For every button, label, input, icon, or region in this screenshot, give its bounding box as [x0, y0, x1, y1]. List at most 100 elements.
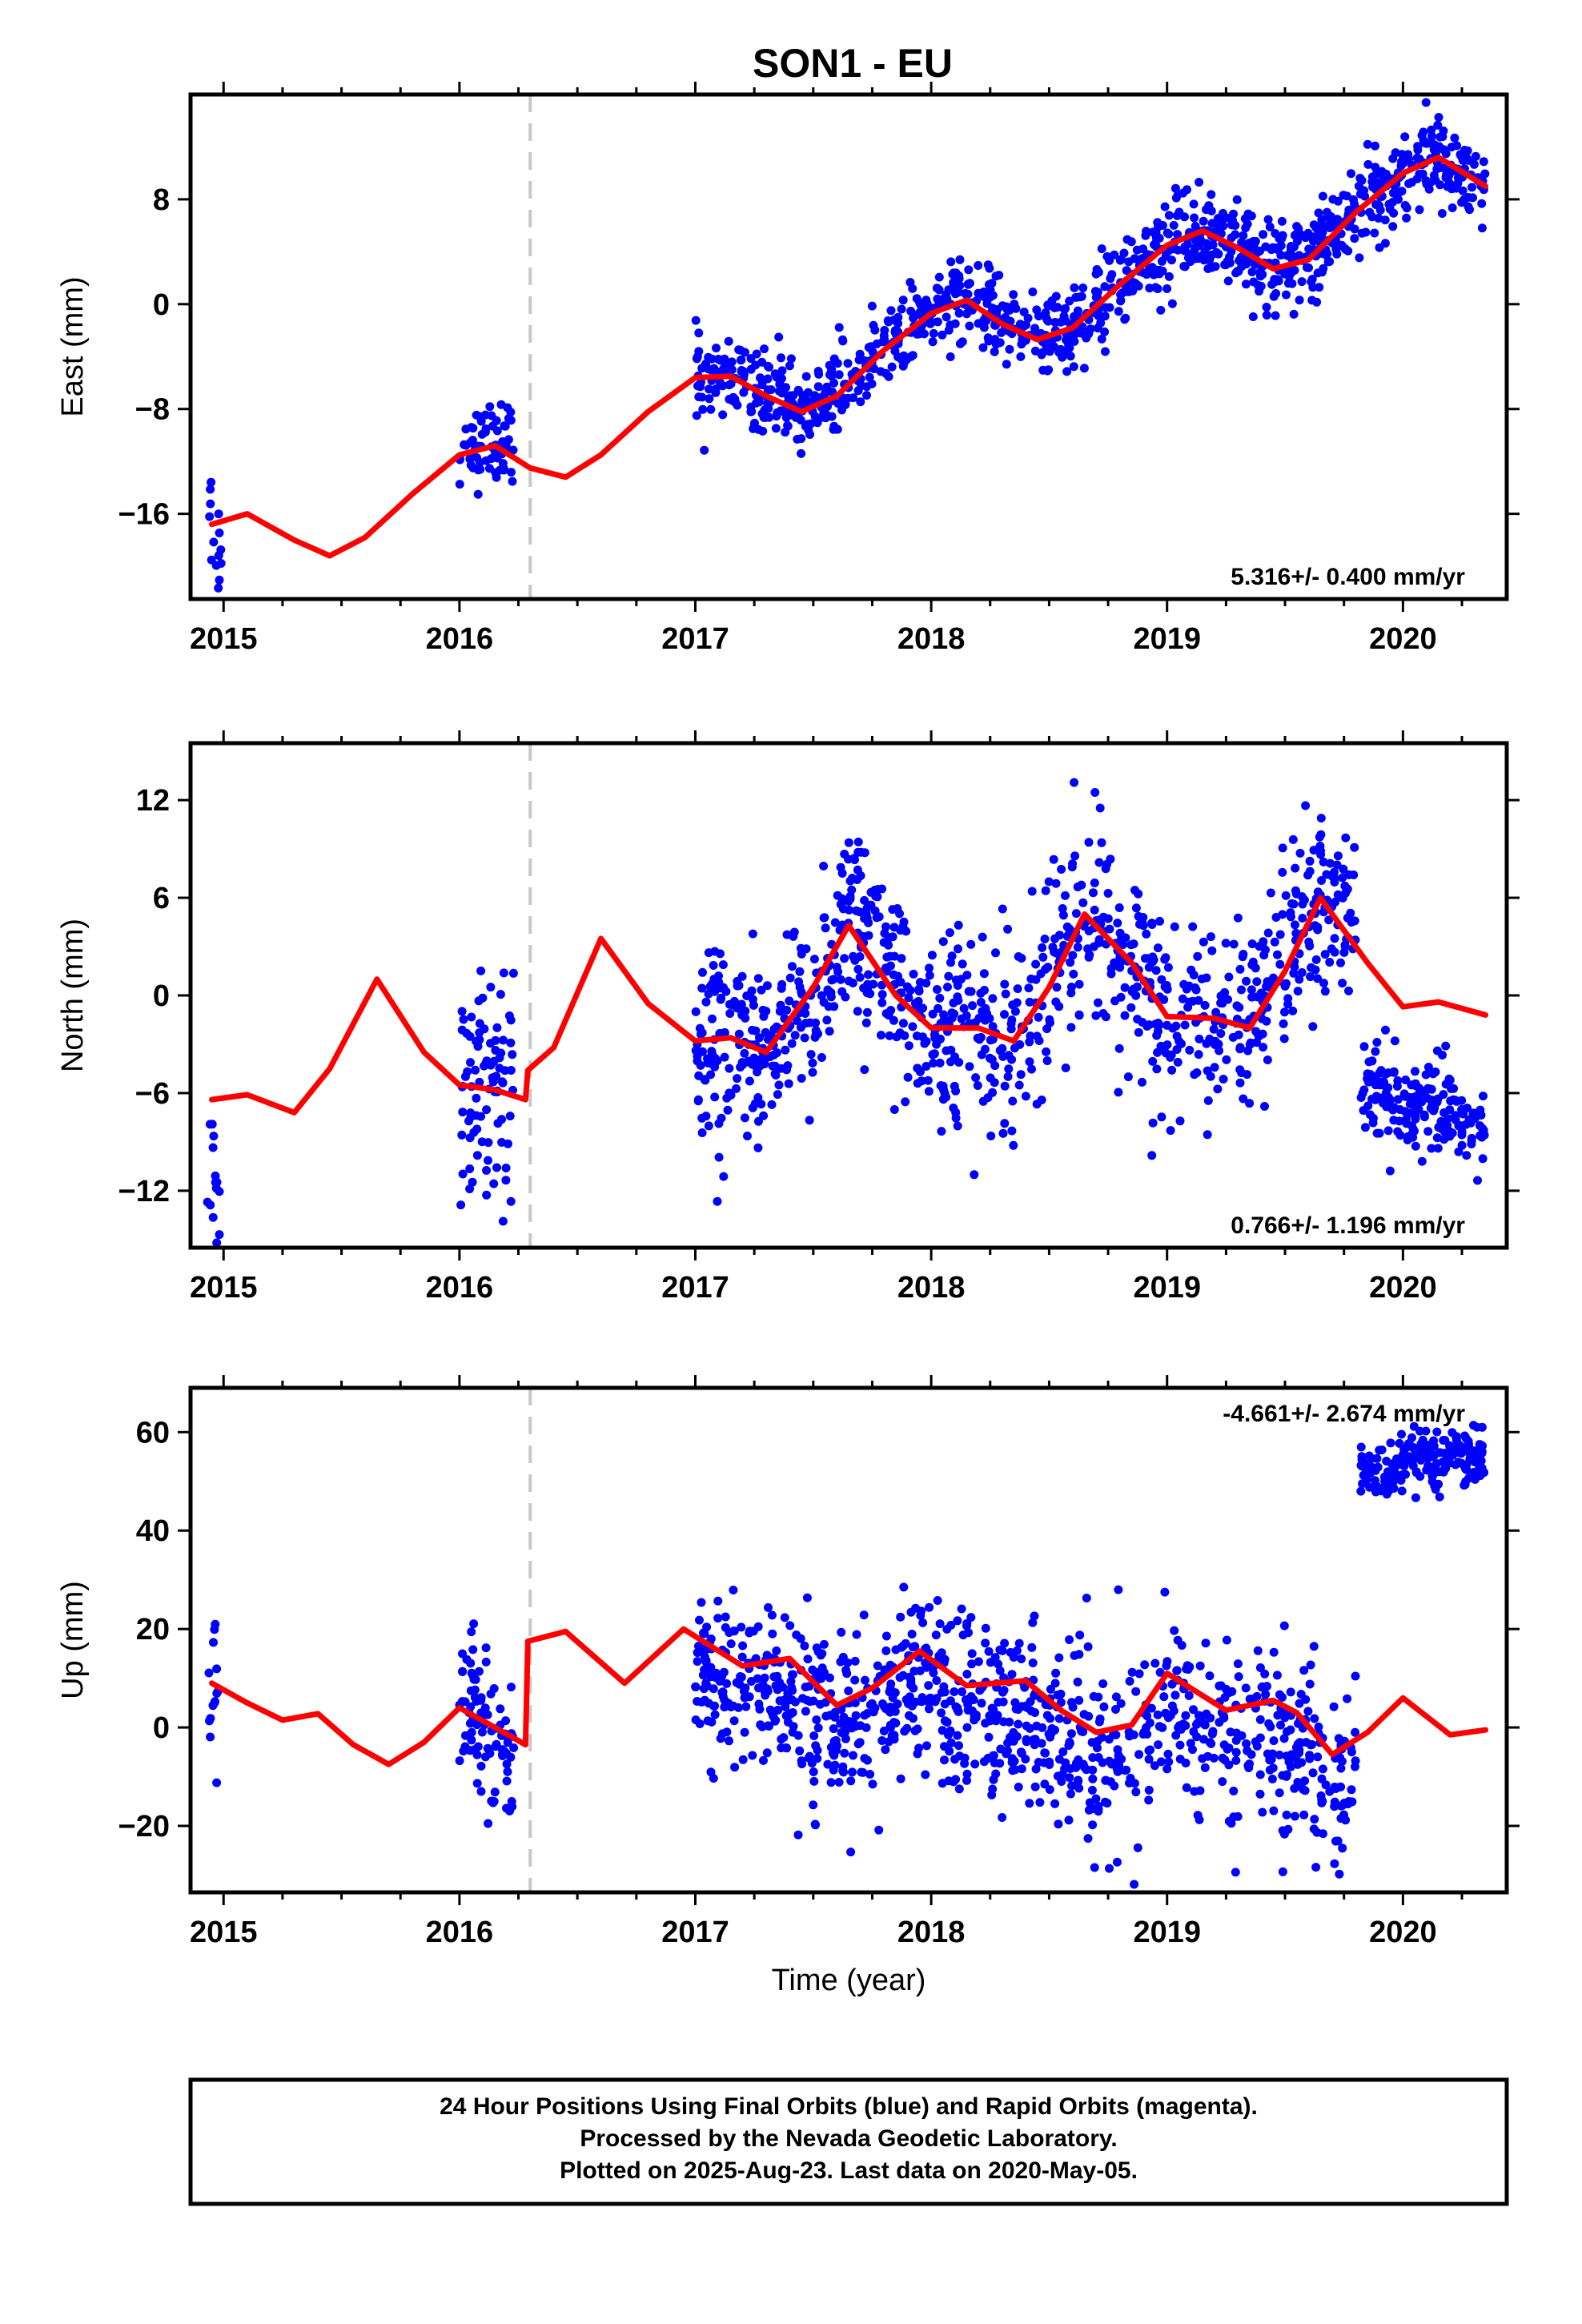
data-point	[906, 1680, 916, 1690]
data-point	[704, 1121, 713, 1131]
data-point	[794, 977, 804, 987]
data-point	[938, 298, 948, 308]
data-point	[472, 1151, 482, 1160]
data-point	[1307, 275, 1317, 284]
data-point	[923, 1076, 933, 1085]
data-point	[925, 1704, 934, 1714]
data-point	[1037, 1739, 1046, 1748]
data-point	[974, 1657, 983, 1667]
data-point	[1437, 209, 1447, 218]
data-point	[459, 1747, 468, 1756]
data-point	[1400, 1092, 1410, 1101]
data-point	[1054, 1714, 1064, 1723]
data-point	[785, 1621, 795, 1630]
data-point	[838, 335, 847, 344]
data-point	[773, 408, 782, 417]
data-point	[466, 438, 476, 448]
data-point	[1221, 939, 1231, 948]
data-point	[1323, 211, 1333, 221]
data-point	[1212, 247, 1221, 257]
data-point	[811, 1667, 821, 1677]
data-point	[785, 361, 794, 371]
data-point	[949, 1104, 958, 1112]
data-point	[1173, 230, 1182, 239]
data-point	[865, 1770, 875, 1779]
data-point	[505, 1806, 514, 1815]
data-point	[938, 937, 948, 947]
data-point	[951, 1702, 961, 1711]
data-point	[987, 1790, 997, 1799]
data-point	[477, 1727, 487, 1737]
data-point	[821, 413, 830, 423]
data-point	[759, 1111, 769, 1120]
data-point	[1239, 231, 1248, 240]
data-point	[963, 289, 973, 299]
data-point	[773, 1090, 782, 1100]
data-point	[709, 1774, 718, 1783]
data-point	[921, 1643, 931, 1653]
data-point	[845, 905, 853, 915]
data-point	[1432, 1097, 1442, 1107]
data-point	[1415, 205, 1424, 215]
data-point	[1407, 178, 1416, 187]
data-point	[1333, 215, 1342, 224]
data-point	[795, 967, 805, 976]
data-point	[1054, 1653, 1064, 1663]
data-point	[1132, 245, 1142, 255]
data-point	[1405, 1456, 1415, 1466]
data-point	[785, 1709, 794, 1719]
data-point	[1358, 1479, 1367, 1489]
data-point	[1290, 266, 1299, 275]
data-point	[748, 1103, 757, 1112]
data-point	[1325, 958, 1335, 967]
data-point	[1393, 1076, 1403, 1085]
data-point	[1042, 340, 1052, 349]
data-point	[853, 1007, 862, 1016]
data-point	[973, 1081, 982, 1090]
data-point	[465, 1719, 475, 1728]
data-point	[753, 1622, 763, 1631]
figure-title: SON1 - EU	[753, 41, 953, 86]
data-point	[1295, 1738, 1305, 1747]
data-point	[1273, 245, 1283, 255]
data-point	[964, 1628, 973, 1638]
data-point	[1134, 1027, 1143, 1037]
data-point	[984, 1647, 994, 1656]
data-point	[1098, 1009, 1108, 1018]
data-point	[1203, 264, 1213, 273]
data-point	[1356, 1486, 1366, 1496]
data-point	[706, 1070, 716, 1080]
data-point	[1468, 1109, 1478, 1119]
data-point	[965, 321, 974, 331]
data-point	[857, 381, 866, 391]
data-point	[1152, 1064, 1162, 1074]
data-point	[1393, 1127, 1403, 1136]
data-point	[907, 1630, 917, 1638]
data-point	[1162, 1661, 1171, 1671]
data-point	[826, 988, 836, 997]
data-point	[732, 1084, 741, 1093]
data-point	[954, 1058, 964, 1067]
data-point	[1126, 237, 1136, 247]
data-point	[1193, 1719, 1203, 1728]
data-point	[1302, 231, 1311, 241]
data-point	[1014, 1638, 1024, 1648]
data-point	[1038, 943, 1047, 952]
data-point	[884, 317, 893, 327]
data-point	[739, 1687, 749, 1696]
data-point	[1443, 1114, 1452, 1124]
data-point	[967, 1659, 977, 1669]
data-point	[898, 1019, 908, 1028]
data-point	[1065, 924, 1074, 934]
data-point	[953, 1731, 962, 1740]
data-point	[726, 1703, 736, 1711]
data-point	[946, 1045, 956, 1055]
data-point	[476, 1787, 486, 1796]
data-point	[796, 1023, 805, 1032]
data-point	[781, 1702, 790, 1711]
data-point	[692, 411, 701, 420]
data-point	[1338, 1844, 1347, 1853]
data-point	[216, 559, 226, 568]
data-point	[971, 1711, 981, 1719]
